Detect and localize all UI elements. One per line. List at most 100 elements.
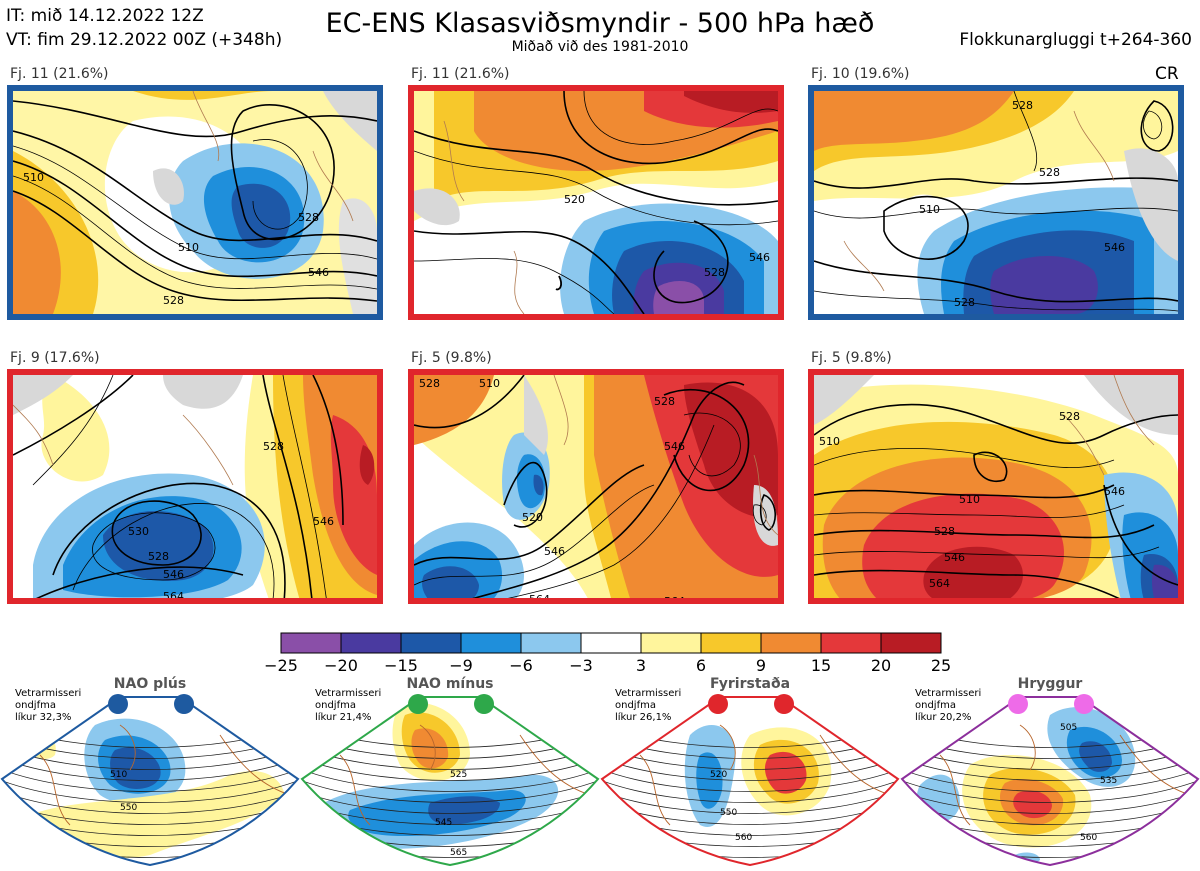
colorbar-swatch xyxy=(640,632,702,654)
colorbar-tick-label: −15 xyxy=(384,656,418,675)
regime-dots-icon xyxy=(108,694,194,714)
contour-label: 528 xyxy=(704,266,725,279)
contour-label: 525 xyxy=(450,770,467,780)
colorbar-swatch xyxy=(460,632,522,654)
contour-label: 535 xyxy=(1100,776,1117,786)
contour-label: 520 xyxy=(564,193,585,206)
contour-label: 565 xyxy=(450,848,467,858)
cluster-map-5: 528 510 520 546 564 528 546 564 xyxy=(408,369,784,604)
panel-label-4: Fj. 9 (17.6%) xyxy=(10,350,100,366)
contour-label: 528 xyxy=(263,440,284,453)
regime-stats: Vetrarmisseri ondjfma líkur 32,3% xyxy=(15,688,81,724)
contour-label: 528 xyxy=(1039,166,1060,179)
contour-label: 510 xyxy=(110,770,127,780)
regime-season: Vetrarmisseri xyxy=(615,688,682,699)
colorbar-tick-label: 3 xyxy=(635,656,647,675)
contour-label: 546 xyxy=(749,251,770,264)
contour-label: 528 xyxy=(163,294,184,307)
contour-label: 528 xyxy=(654,395,675,408)
colorbar-swatch xyxy=(820,632,882,654)
contour-label: 546 xyxy=(544,545,565,558)
contour-label: 550 xyxy=(120,803,137,813)
contour-label: 564 xyxy=(664,595,685,604)
contour-label: 528 xyxy=(934,525,955,538)
contour-label: 510 xyxy=(479,377,500,390)
contour-label: 546 xyxy=(1104,241,1125,254)
region-code: CR xyxy=(1155,64,1179,84)
regime-prob: líkur 21,4% xyxy=(315,712,372,723)
colorbar-swatch xyxy=(400,632,462,654)
classification-window: Flokkunargluggi t+264-360 xyxy=(959,30,1192,50)
regime-months: ondjfma xyxy=(915,700,956,711)
contour-label: 560 xyxy=(1080,833,1097,843)
colorbar-tick-label: 6 xyxy=(695,656,707,675)
contour-label: 564 xyxy=(929,577,950,590)
cluster-map-1: 510 528 528 546 546 510 xyxy=(7,85,383,320)
contour-label: 564 xyxy=(529,593,550,604)
colorbar-tick-label: −25 xyxy=(264,656,298,675)
panel-label-5: Fj. 5 (9.8%) xyxy=(411,350,492,366)
contour-label: 510 xyxy=(959,493,980,506)
panel-label-3: Fj. 10 (19.6%) xyxy=(811,66,910,82)
regime-stats: Vetrarmisseri ondjfma líkur 26,1% xyxy=(615,688,681,724)
colorbar-swatch xyxy=(880,632,942,654)
regime-prob: líkur 20,2% xyxy=(915,712,972,723)
colorbar-tick-label: −6 xyxy=(509,656,533,675)
colorbar-swatch xyxy=(280,632,342,654)
regime-stats: Vetrarmisseri ondjfma líkur 21,4% xyxy=(315,688,381,724)
regime-dots-icon xyxy=(1008,694,1094,714)
cluster-map-6: 510 510 528 546 564 528 546 xyxy=(808,369,1184,604)
regime-dots-icon xyxy=(708,694,794,714)
regime-months: ondjfma xyxy=(615,700,656,711)
contour-label: 528 xyxy=(1012,99,1033,112)
contour-label: 520 xyxy=(522,511,543,524)
contour-label: 510 xyxy=(23,171,44,184)
colorbar-swatch xyxy=(340,632,402,654)
colorbar-swatches xyxy=(280,632,942,654)
regime-season: Vetrarmisseri xyxy=(315,688,382,699)
colorbar-swatch xyxy=(700,632,762,654)
cluster-map-4: 530 528 546 564 528 546 xyxy=(7,369,383,604)
regime-prob: líkur 26,1% xyxy=(615,712,672,723)
contour-label: 505 xyxy=(1060,723,1077,733)
regime-stats: Vetrarmisseri ondjfma líkur 20,2% xyxy=(915,688,981,724)
contour-label: 530 xyxy=(128,525,149,538)
contour-label: 546 xyxy=(1104,485,1125,498)
colorbar-tick-label: −9 xyxy=(449,656,473,675)
cluster-map-2: 520 528 546 546 528 xyxy=(408,85,784,320)
regime-name: NAO mínus xyxy=(406,676,494,692)
contour-label: 546 xyxy=(664,440,685,453)
cluster-map-3: 528 510 528 546 528 546 xyxy=(808,85,1184,320)
regime-map: 520 550 560 xyxy=(600,696,900,867)
contour-label: 564 xyxy=(163,590,184,603)
contour-label: 510 xyxy=(178,241,199,254)
colorbar-swatch xyxy=(760,632,822,654)
regime-season: Vetrarmisseri xyxy=(15,688,82,699)
contour-label: 528 xyxy=(148,550,169,563)
colorbar-tick-label: 15 xyxy=(810,656,832,675)
regime-dots-icon xyxy=(408,694,494,714)
contour-label: 545 xyxy=(435,818,452,828)
contour-label: 546 xyxy=(163,568,184,581)
colorbar-swatch xyxy=(520,632,582,654)
panel-label-6: Fj. 5 (9.8%) xyxy=(811,350,892,366)
colorbar-swatch xyxy=(580,632,642,654)
contour-label: 550 xyxy=(720,808,737,818)
contour-label: 528 xyxy=(298,211,319,224)
contour-label: 528 xyxy=(1059,410,1080,423)
regime-season: Vetrarmisseri xyxy=(915,688,982,699)
contour-label: 546 xyxy=(313,515,334,528)
contour-label: 510 xyxy=(919,203,940,216)
contour-label: 560 xyxy=(735,833,752,843)
regime-map: 525 545 565 xyxy=(300,696,600,867)
regime-months: ondjfma xyxy=(15,700,56,711)
page-title: EC-ENS Klasasviðsmyndir - 500 hPa hæð xyxy=(325,8,875,39)
header-times: IT: mið 14.12.2022 12Z VT: fim 29.12.202… xyxy=(6,4,282,52)
init-time: IT: mið 14.12.2022 12Z xyxy=(6,6,204,26)
colorbar-tick-label: 9 xyxy=(755,656,767,675)
regime-map: 505 535 560 xyxy=(900,696,1200,867)
regime-prob: líkur 32,3% xyxy=(15,712,72,723)
contour-label: 528 xyxy=(419,377,440,390)
contour-label: 520 xyxy=(710,770,727,780)
regime-name: NAO plús xyxy=(113,676,187,692)
